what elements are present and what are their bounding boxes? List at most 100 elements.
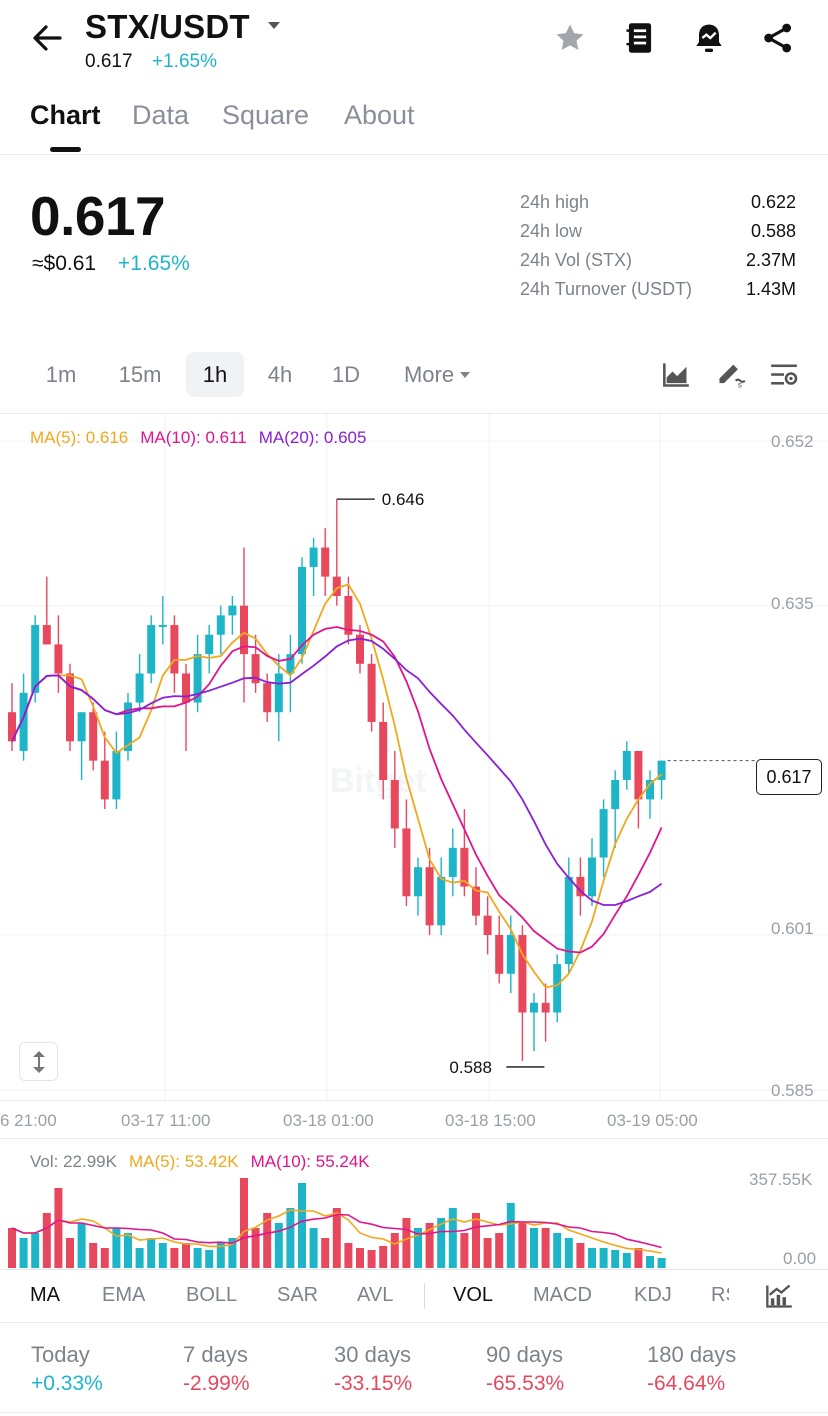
interval-more-button[interactable]: More <box>392 352 482 397</box>
candle-body <box>170 625 179 674</box>
share-icon[interactable] <box>758 18 798 58</box>
indicator-sar[interactable]: SAR <box>277 1284 319 1306</box>
interval-1m[interactable]: 1m <box>45 361 77 387</box>
pair-title[interactable]: STX/USDT <box>85 8 250 45</box>
perf-value-30d: -33.15% <box>334 1372 413 1395</box>
candle-body <box>54 644 63 674</box>
candle-body <box>100 760 109 800</box>
candle-body <box>379 721 388 781</box>
indicator-settings-icon[interactable] <box>759 1276 799 1316</box>
volume-bar <box>286 1208 295 1268</box>
volume-legend: Vol: 22.99K MA(5): 53.42K MA(10): 55.24K <box>30 1152 370 1172</box>
volume-bar <box>472 1213 480 1268</box>
candle-body <box>657 760 666 781</box>
arrow-left-icon <box>33 25 62 51</box>
chart-settings-icon[interactable] <box>764 355 804 395</box>
volume-bar <box>541 1228 550 1268</box>
pair-dropdown-icon[interactable] <box>266 18 282 34</box>
interval-15m[interactable]: 15m <box>118 361 162 387</box>
candle-body <box>460 847 469 887</box>
high-marker-label: 0.646 <box>382 490 425 509</box>
indicator-kdj[interactable]: KDJ <box>634 1284 672 1306</box>
candle-body <box>402 828 411 897</box>
vol-y-tick: 0.00 <box>783 1249 817 1268</box>
candle-body <box>158 625 167 628</box>
interval-4h[interactable]: 4h <box>267 361 293 387</box>
candle-body <box>216 615 225 635</box>
indicator-macd[interactable]: MACD <box>533 1284 592 1306</box>
x-tick-label: 03-18 15:00 <box>445 1111 536 1130</box>
volume-bar <box>588 1248 596 1268</box>
candle-body <box>356 634 364 664</box>
star-icon[interactable] <box>550 18 590 58</box>
vol-y-tick: 357.55K <box>749 1170 813 1189</box>
candle-body <box>263 683 272 713</box>
low-marker-label: 0.588 <box>449 1058 492 1077</box>
tab-chart[interactable]: Chart <box>30 100 101 130</box>
price-alert-icon[interactable] <box>689 18 729 58</box>
candle-body <box>611 780 620 810</box>
usd-price: ≈$0.61 <box>32 252 97 275</box>
candle-body <box>147 625 156 674</box>
indicator-ma[interactable]: MA <box>30 1284 60 1306</box>
candle-body <box>205 634 214 655</box>
candle-body <box>31 625 40 693</box>
tab-about[interactable]: About <box>344 100 415 130</box>
candle-body <box>576 876 585 897</box>
volume-bottom-divider <box>0 1269 828 1270</box>
candle-body <box>228 605 237 616</box>
volume-bar <box>576 1243 585 1268</box>
stat-value: 0.588 <box>750 221 796 241</box>
candle-body <box>588 857 596 897</box>
bottom-divider <box>0 1412 828 1413</box>
volume-bar <box>356 1248 364 1268</box>
volume-bar <box>228 1238 237 1268</box>
volume-bar <box>332 1208 341 1268</box>
perf-label-today: Today <box>31 1342 90 1367</box>
stat-label: 24h Turnover (USDT) <box>520 279 693 299</box>
y-tick-label: 0.635 <box>771 594 814 613</box>
header-change: +1.65% <box>152 51 217 72</box>
notes-icon[interactable] <box>620 18 660 58</box>
tab-data[interactable]: Data <box>132 100 190 130</box>
candle-body <box>622 750 631 781</box>
chart-bottom-divider <box>0 1100 828 1101</box>
indicator-vol[interactable]: VOL <box>453 1284 494 1306</box>
perf-label-90d: 90 days <box>486 1342 564 1367</box>
indicator-rsi[interactable]: RSI <box>711 1284 729 1306</box>
indicator-ema[interactable]: EMA <box>102 1284 146 1306</box>
volume-bar <box>42 1213 51 1268</box>
volume-bar <box>611 1250 620 1268</box>
x-tick-label: 03-19 05:00 <box>607 1111 698 1130</box>
candle-body <box>599 809 608 858</box>
volume-bar <box>564 1238 573 1268</box>
candle-body <box>483 915 492 936</box>
volume-bar <box>344 1243 353 1268</box>
volume-bar <box>298 1183 306 1268</box>
x-tick-label: 03-18 01:00 <box>283 1111 374 1130</box>
candle-body <box>19 692 28 751</box>
interval-1d[interactable]: 1D <box>331 361 361 387</box>
vol-legend: Vol: 22.99K <box>30 1152 117 1171</box>
volume-bar <box>367 1250 376 1268</box>
chart-resize-button[interactable] <box>19 1042 58 1081</box>
volume-bar <box>646 1256 654 1268</box>
volume-bar <box>518 1223 527 1268</box>
interval-1h[interactable]: 1h <box>186 352 244 397</box>
chart-top-divider <box>0 413 828 414</box>
back-button[interactable] <box>28 18 72 58</box>
tab-square[interactable]: Square <box>222 100 310 130</box>
candle-body <box>541 1002 550 1013</box>
volume-bar <box>251 1228 260 1268</box>
volume-bar <box>634 1248 643 1268</box>
indicator-avl[interactable]: AVL <box>357 1284 394 1306</box>
ma20-line <box>11 637 663 906</box>
tabs-divider <box>0 154 828 155</box>
indicator-boll[interactable]: BOLL <box>186 1284 238 1306</box>
drawing-tools-icon[interactable]: s <box>711 355 751 395</box>
candle-body <box>390 780 399 829</box>
candle-body <box>124 702 132 751</box>
chart-type-icon[interactable] <box>656 355 696 395</box>
perf-label-180d: 180 days <box>647 1342 737 1367</box>
